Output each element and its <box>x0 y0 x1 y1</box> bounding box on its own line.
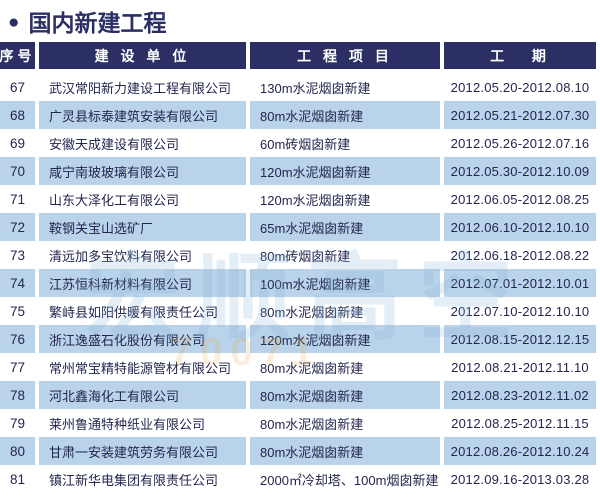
table-row: 80 甘肃一安装建筑劳务有限公司 80m水泥烟囱新建 2012.08.26-2012.… <box>0 437 600 465</box>
cell-period: 2012.07.01-2012.10.01 <box>444 269 596 297</box>
cell-period: 2012.08.21-2012.11.10 <box>451 359 589 375</box>
cell-project: 80m水泥烟囱新建 <box>260 360 364 376</box>
table-header: 序号 建 设 单 位 工 程 项 目 工 期 <box>0 42 600 69</box>
cell-period: 2012.08.15-2012.12.15 <box>444 325 596 353</box>
cell-no: 72 <box>0 213 35 241</box>
page-title: ● 国内新建工程 <box>0 0 600 42</box>
cell-company: 浙江逸盛石化股份有限公司 <box>39 325 246 353</box>
cell-company: 常州常宝精特能源管材有限公司 <box>49 360 232 376</box>
cell-project: 80m水泥烟囱新建 <box>250 101 440 129</box>
cell-no: 70 <box>0 157 35 185</box>
cell-no: 71 <box>9 191 26 207</box>
cell-period: 2012.05.20-2012.08.10 <box>450 79 590 95</box>
table-row: 78 河北鑫海化工有限公司 80m水泥烟囱新建 2012.08.23-2012.11.… <box>0 381 600 409</box>
cell-period: 2012.05.30-2012.10.09 <box>444 157 596 185</box>
cell-no: 79 <box>9 415 26 431</box>
table-row: 77 常州常宝精特能源管材有限公司 80m水泥烟囱新建 2012.08.21-2012… <box>0 353 600 381</box>
cell-project: 80m水泥烟囱新建 <box>250 437 440 465</box>
table-row: 76 浙江逸盛石化股份有限公司 120m水泥烟囱新建 2012.08.15-2012.… <box>0 325 600 353</box>
cell-company: 镇江新华电集团有限责任公司 <box>49 472 219 488</box>
cell-project: 80m水泥烟囱新建 <box>250 381 440 409</box>
cell-project: 65m水泥烟囱新建 <box>250 213 440 241</box>
table-row: 68 广灵县标泰建筑安装有限公司 80m水泥烟囱新建 2012.05.21-2012.… <box>0 101 600 129</box>
cell-company: 咸宁南玻玻璃有限公司 <box>39 157 246 185</box>
header-cell-no: 序号 <box>0 42 35 69</box>
table-row: 73 清远加多宝饮料有限公司 80m砖烟囱新建 2012.06.18-2012.08.… <box>0 241 600 269</box>
cell-company: 莱州鲁通特种纸业有限公司 <box>49 416 206 432</box>
table-body: 67 武汉常阳新力建设工程有限公司 130m水泥烟囱新建 2012.05.20-201… <box>0 73 600 493</box>
table-row: 70 咸宁南玻玻璃有限公司 120m水泥烟囱新建 2012.05.30-2012.10… <box>0 157 600 185</box>
cell-period: 2012.08.25-2012.11.15 <box>451 415 589 431</box>
cell-project: 80m水泥烟囱新建 <box>260 416 364 432</box>
table-row: 69 安徽天成建设有限公司 60m砖烟囱新建 2012.05.26-2012.07.1… <box>0 129 600 157</box>
page-title-text: 国内新建工程 <box>28 10 167 36</box>
cell-no: 75 <box>9 303 26 319</box>
table-row: 71 山东大泽化工有限公司 120m水泥烟囱新建 2012.06.05-2012.08… <box>0 185 600 213</box>
cell-period: 2012.09.16-2013.03.28 <box>450 471 590 487</box>
header-cell-company: 建 设 单 位 <box>39 42 246 69</box>
cell-period: 2012.06.10-2012.10.10 <box>444 213 596 241</box>
table-row: 67 武汉常阳新力建设工程有限公司 130m水泥烟囱新建 2012.05.20-201… <box>0 73 600 101</box>
cell-no: 73 <box>9 247 26 263</box>
cell-project: 130m水泥烟囱新建 <box>260 80 371 96</box>
header-cell-period: 工 期 <box>444 42 596 69</box>
cell-period: 2012.06.05-2012.08.25 <box>450 191 590 207</box>
cell-no: 69 <box>9 135 26 151</box>
cell-no: 77 <box>9 359 26 375</box>
cell-company: 江苏恒科新材料有限公司 <box>39 269 246 297</box>
cell-period: 2012.06.18-2012.08.22 <box>450 247 590 263</box>
table-row: 74 江苏恒科新材料有限公司 100m水泥烟囱新建 2012.07.01-2012.1… <box>0 269 600 297</box>
cell-company: 山东大泽化工有限公司 <box>49 192 180 208</box>
cell-company: 甘肃一安装建筑劳务有限公司 <box>39 437 246 465</box>
cell-no: 68 <box>0 101 35 129</box>
cell-project: 120m水泥烟囱新建 <box>250 325 440 353</box>
bullet-icon: ● <box>8 11 20 33</box>
cell-period: 2012.08.23-2012.11.02 <box>444 381 596 409</box>
cell-period: 2012.07.10-2012.10.10 <box>450 303 590 319</box>
cell-company: 繁峙县如阳供暖有限责任公司 <box>49 304 219 320</box>
cell-project: 80m砖烟囱新建 <box>260 248 351 264</box>
cell-company: 广灵县标泰建筑安装有限公司 <box>39 101 246 129</box>
cell-no: 76 <box>0 325 35 353</box>
cell-no: 74 <box>0 269 35 297</box>
cell-project: 100m水泥烟囱新建 <box>250 269 440 297</box>
cell-project: 80m水泥烟囱新建 <box>260 304 364 320</box>
cell-no: 78 <box>0 381 35 409</box>
table-row: 75 繁峙县如阳供暖有限责任公司 80m水泥烟囱新建 2012.07.10-2012.… <box>0 297 600 325</box>
table-row: 81 镇江新华电集团有限责任公司 2000㎡冷却塔、100m烟囱新建 2012.09.… <box>0 465 600 493</box>
cell-company: 武汉常阳新力建设工程有限公司 <box>49 80 232 96</box>
cell-company: 鞍钢关宝山选矿厂 <box>39 213 246 241</box>
cell-no: 67 <box>9 79 26 95</box>
cell-company: 清远加多宝饮料有限公司 <box>49 248 193 264</box>
cell-period: 2012.05.21-2012.07.30 <box>444 101 596 129</box>
table-row: 72 鞍钢关宝山选矿厂 65m水泥烟囱新建 2012.06.10-2012.10.10 <box>0 213 600 241</box>
table-row: 79 莱州鲁通特种纸业有限公司 80m水泥烟囱新建 2012.08.25-2012.1… <box>0 409 600 437</box>
cell-period: 2012.05.26-2012.07.16 <box>450 135 590 151</box>
cell-company: 安徽天成建设有限公司 <box>49 136 180 152</box>
cell-project: 120m水泥烟囱新建 <box>250 157 440 185</box>
cell-no: 81 <box>9 471 26 487</box>
cell-project: 120m水泥烟囱新建 <box>260 192 371 208</box>
cell-project: 2000㎡冷却塔、100m烟囱新建 <box>260 472 439 488</box>
cell-period: 2012.08.26-2012.10.24 <box>444 437 596 465</box>
cell-project: 60m砖烟囱新建 <box>260 136 351 152</box>
cell-no: 80 <box>0 437 35 465</box>
header-cell-project: 工 程 项 目 <box>250 42 440 69</box>
cell-company: 河北鑫海化工有限公司 <box>39 381 246 409</box>
